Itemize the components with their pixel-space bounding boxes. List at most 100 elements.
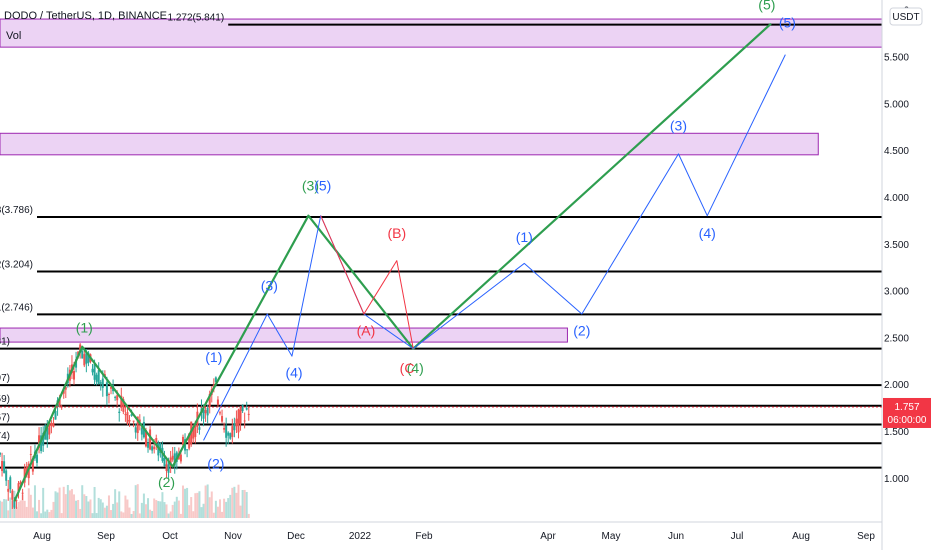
volume-bar bbox=[169, 511, 172, 518]
volume-bar bbox=[68, 490, 71, 518]
volume-bar bbox=[243, 489, 246, 518]
volume-label: Vol bbox=[6, 30, 22, 42]
volume-bar bbox=[173, 501, 176, 518]
candle-body bbox=[1, 460, 4, 472]
candle-body bbox=[81, 350, 84, 359]
fib-level-label: 81) bbox=[0, 337, 10, 348]
candle-body bbox=[31, 459, 34, 472]
candle-body bbox=[64, 387, 67, 390]
price-tick-label: 4.000 bbox=[884, 193, 909, 204]
candle-body bbox=[83, 354, 86, 366]
candle-body bbox=[3, 461, 6, 473]
volume-bar bbox=[7, 510, 10, 518]
price-tick-label: 2.500 bbox=[884, 333, 909, 344]
candle-body bbox=[165, 464, 168, 472]
price-zone bbox=[0, 132, 819, 156]
volume-bar bbox=[231, 487, 234, 518]
volume-bar bbox=[11, 500, 14, 518]
volume-bar bbox=[91, 513, 94, 518]
volume-bar bbox=[120, 511, 123, 518]
candle-body bbox=[163, 457, 166, 467]
volume-bar bbox=[171, 504, 174, 518]
candle-body bbox=[227, 432, 230, 436]
price-tick-label: 1.000 bbox=[884, 474, 909, 485]
candle-body bbox=[167, 461, 170, 473]
volume-bar bbox=[52, 501, 55, 518]
volume-bar bbox=[118, 491, 121, 518]
candle-body bbox=[229, 433, 232, 439]
volume-bar bbox=[101, 502, 104, 518]
volume-bar bbox=[241, 490, 244, 518]
volume-bar bbox=[73, 494, 76, 518]
volume-bar bbox=[58, 487, 61, 518]
time-tick-label: Nov bbox=[224, 531, 242, 542]
volume-bar bbox=[19, 500, 22, 518]
volume-bar bbox=[46, 509, 49, 518]
candle-body bbox=[62, 389, 65, 394]
volume-bar bbox=[239, 505, 242, 518]
volume-bar bbox=[128, 507, 131, 518]
wave-label: (3) bbox=[670, 117, 687, 133]
candle-body bbox=[91, 368, 94, 373]
candle-body bbox=[95, 374, 98, 382]
volume-bar bbox=[81, 485, 84, 518]
last-price-value: 1.757 bbox=[894, 402, 919, 413]
volume-bar bbox=[36, 511, 39, 518]
candle-body bbox=[198, 427, 201, 430]
wave-label: (5) bbox=[779, 14, 796, 30]
volume-bar bbox=[142, 493, 145, 518]
wave-label: (5) bbox=[314, 177, 331, 193]
volume-bar bbox=[64, 494, 67, 518]
volume-bar bbox=[225, 501, 228, 518]
volume-bar bbox=[97, 497, 100, 518]
volume-bar bbox=[87, 501, 90, 518]
volume-bar bbox=[134, 485, 137, 518]
volume-bar bbox=[3, 499, 6, 518]
candle-body bbox=[36, 454, 39, 463]
wave-label: (4) bbox=[407, 360, 424, 376]
candle-body bbox=[124, 414, 127, 416]
candle-body bbox=[169, 457, 172, 466]
wave-label: (C bbox=[400, 360, 415, 376]
volume-bar bbox=[184, 488, 187, 518]
volume-bar bbox=[62, 486, 65, 518]
volume-bar bbox=[210, 491, 213, 518]
volume-bar bbox=[167, 513, 170, 518]
volume-bar bbox=[140, 502, 143, 518]
volume-bar bbox=[188, 505, 191, 518]
wave-path-3 bbox=[320, 215, 414, 349]
volume-bar bbox=[181, 485, 184, 518]
candle-body bbox=[221, 416, 224, 422]
time-tick-label: Jul bbox=[731, 531, 744, 542]
price-tick-label: 2.000 bbox=[884, 380, 909, 391]
volume-bar bbox=[99, 499, 102, 518]
volume-bar bbox=[204, 485, 207, 518]
time-tick-label: Sep bbox=[857, 531, 875, 542]
volume-bar bbox=[42, 487, 45, 518]
volume-bar bbox=[50, 509, 53, 518]
volume-bar bbox=[0, 500, 1, 518]
volume-bar bbox=[23, 500, 26, 518]
volume-bar bbox=[245, 492, 248, 518]
candle-body bbox=[54, 410, 57, 420]
wave-label: (1) bbox=[516, 229, 533, 245]
candle-body bbox=[85, 351, 88, 364]
candle-body bbox=[140, 427, 143, 435]
candle-body bbox=[223, 428, 226, 430]
fib-level-label: 67) bbox=[0, 412, 10, 423]
volume-bar bbox=[124, 495, 127, 518]
volume-bar bbox=[89, 499, 92, 518]
fib-level-label: 1.272(3.204) bbox=[0, 259, 33, 270]
volume-bar bbox=[153, 498, 156, 518]
fib-level-label: 74) bbox=[0, 431, 10, 442]
volume-bar bbox=[116, 502, 119, 518]
candle-body bbox=[171, 455, 174, 460]
last-price-tag bbox=[883, 397, 931, 428]
volume-bar bbox=[75, 500, 78, 518]
wave-label: (1) bbox=[76, 320, 93, 336]
candle-body bbox=[247, 413, 250, 415]
candle-body bbox=[21, 492, 24, 494]
volume-bar bbox=[40, 513, 43, 518]
